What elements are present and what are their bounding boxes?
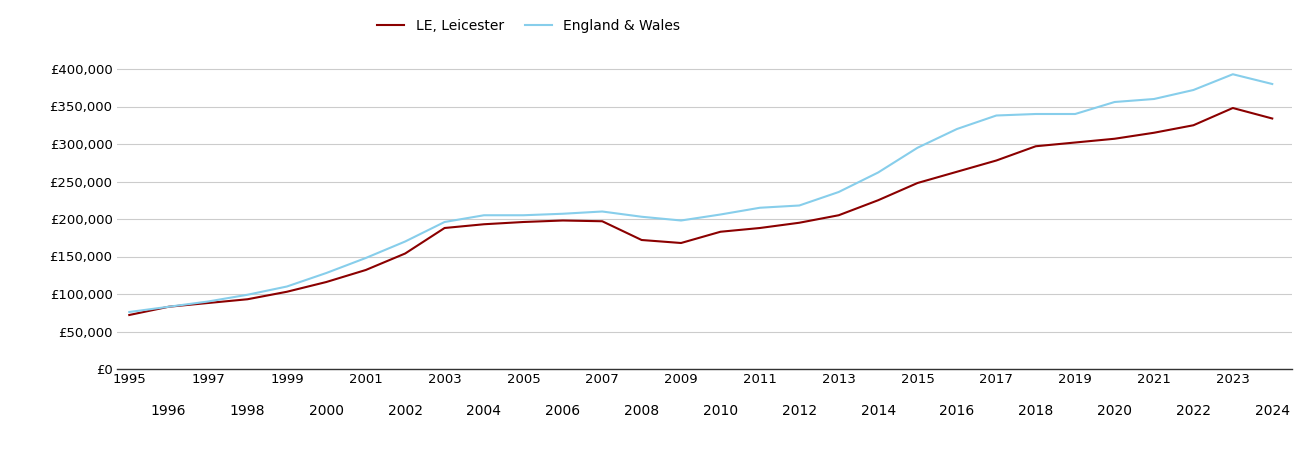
England & Wales (831, 189, 847, 195)
England & Wales (752, 205, 767, 211)
LE, Leicester (515, 219, 531, 225)
LE, Leicester (634, 237, 650, 243)
LE, Leicester (318, 279, 334, 285)
LE, Leicester (752, 225, 767, 231)
LE, Leicester (358, 267, 373, 273)
LE, Leicester (555, 218, 570, 223)
England & Wales (988, 113, 1004, 118)
LE, Leicester (831, 212, 847, 218)
LE, Leicester (240, 297, 256, 302)
Line: LE, Leicester: LE, Leicester (129, 108, 1272, 315)
LE, Leicester (910, 180, 925, 186)
England & Wales (1028, 111, 1044, 117)
England & Wales (437, 219, 453, 225)
England & Wales (121, 309, 137, 315)
England & Wales (200, 299, 215, 304)
LE, Leicester (791, 220, 806, 225)
England & Wales (1146, 96, 1161, 102)
England & Wales (910, 145, 925, 150)
LE, Leicester (1146, 130, 1161, 135)
LE, Leicester (279, 289, 295, 294)
LE, Leicester (476, 221, 492, 227)
England & Wales (949, 126, 964, 132)
LE, Leicester (1225, 105, 1241, 111)
England & Wales (555, 211, 570, 216)
LE, Leicester (673, 240, 689, 246)
LE, Leicester (1107, 136, 1122, 141)
England & Wales (673, 218, 689, 223)
LE, Leicester (1067, 140, 1083, 145)
England & Wales (358, 255, 373, 261)
England & Wales (161, 304, 176, 310)
England & Wales (397, 239, 412, 244)
LE, Leicester (594, 219, 609, 224)
England & Wales (515, 212, 531, 218)
LE, Leicester (200, 300, 215, 306)
LE, Leicester (870, 198, 886, 203)
England & Wales (791, 203, 806, 208)
England & Wales (1067, 111, 1083, 117)
England & Wales (240, 292, 256, 297)
LE, Leicester (437, 225, 453, 231)
LE, Leicester (397, 251, 412, 256)
LE, Leicester (988, 158, 1004, 163)
LE, Leicester (1265, 116, 1280, 121)
LE, Leicester (713, 229, 728, 234)
LE, Leicester (949, 169, 964, 175)
England & Wales (870, 170, 886, 175)
LE, Leicester (1185, 122, 1201, 128)
England & Wales (713, 212, 728, 217)
LE, Leicester (1028, 144, 1044, 149)
England & Wales (1107, 99, 1122, 105)
LE, Leicester (121, 312, 137, 318)
LE, Leicester (161, 304, 176, 310)
England & Wales (1265, 81, 1280, 87)
England & Wales (594, 209, 609, 214)
England & Wales (1225, 72, 1241, 77)
Legend: LE, Leicester, England & Wales: LE, Leicester, England & Wales (371, 13, 686, 38)
England & Wales (634, 214, 650, 220)
England & Wales (279, 284, 295, 289)
England & Wales (1185, 87, 1201, 93)
England & Wales (476, 212, 492, 218)
England & Wales (318, 270, 334, 276)
Line: England & Wales: England & Wales (129, 74, 1272, 312)
